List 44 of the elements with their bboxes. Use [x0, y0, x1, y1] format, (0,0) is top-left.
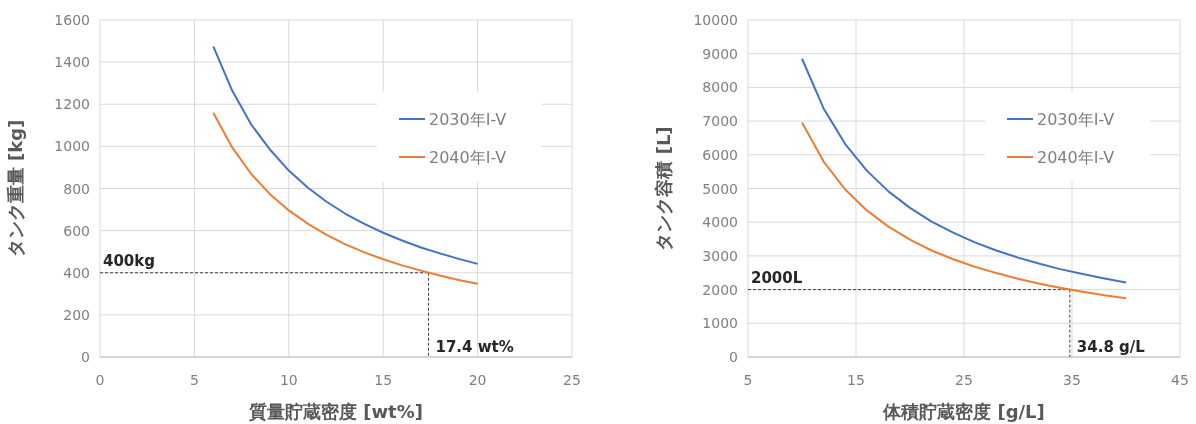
ref-line-label: 17.4 wt%	[435, 338, 514, 356]
x-tick-label: 25	[563, 372, 581, 388]
y-tick-label: 0	[729, 349, 738, 365]
ref-line-label: 400kg	[103, 251, 156, 270]
y-tick-label: 400	[63, 264, 90, 281]
y-tick-label: 200	[63, 306, 90, 323]
y-tick-label: 4000	[702, 214, 738, 231]
x-tick-label: 15	[847, 372, 865, 388]
legend-label: 2030年I-V	[429, 110, 507, 129]
x-tick-label: 15	[374, 372, 393, 388]
y-tick-label: 3000	[702, 247, 738, 264]
x-tick-label: 45	[1171, 372, 1189, 388]
ref-line-label: 2000L	[751, 268, 803, 287]
y-axis-title: タンク容積 [L]	[653, 126, 674, 251]
ref-line-label: 34.8 g/L	[1076, 338, 1146, 356]
x-tick-label: 5	[743, 372, 753, 388]
line-series	[801, 57, 1127, 284]
y-tick-label: 9000	[702, 45, 738, 62]
y-tick-label: 1000	[54, 138, 90, 155]
legend-label: 2040年I-V	[1037, 148, 1115, 167]
y-tick-label: 10000	[693, 12, 738, 28]
x-tick-label: 35	[1063, 372, 1081, 388]
y-tick-label: 1200	[54, 96, 90, 113]
legend-label: 2040年I-V	[429, 148, 507, 167]
y-tick-label: 7000	[702, 113, 738, 130]
x-axis-title: 体積貯蔵密度 [g/L]	[882, 401, 1045, 422]
y-tick-label: 0	[81, 349, 90, 365]
y-tick-label: 800	[63, 180, 90, 197]
x-tick-label: 25	[955, 372, 973, 388]
x-tick-label: 5	[189, 372, 199, 388]
y-tick-label: 1000	[702, 315, 738, 332]
y-tick-label: 1600	[54, 12, 90, 28]
y-tick-label: 6000	[702, 146, 738, 163]
x-axis-title: 質量貯蔵密度 [wt%]	[248, 401, 423, 422]
y-axis-title: タンク重量 [kg]	[5, 119, 26, 258]
x-tick-label: 20	[468, 372, 487, 388]
y-tick-label: 2000	[702, 281, 738, 298]
y-tick-label: 5000	[702, 180, 738, 197]
y-tick-label: 600	[63, 222, 90, 239]
legend-label: 2030年I-V	[1037, 110, 1115, 129]
x-tick-label: 10	[279, 372, 298, 388]
x-tick-label: 0	[95, 372, 105, 388]
y-tick-label: 1400	[54, 54, 90, 71]
y-tick-label: 8000	[702, 79, 738, 96]
